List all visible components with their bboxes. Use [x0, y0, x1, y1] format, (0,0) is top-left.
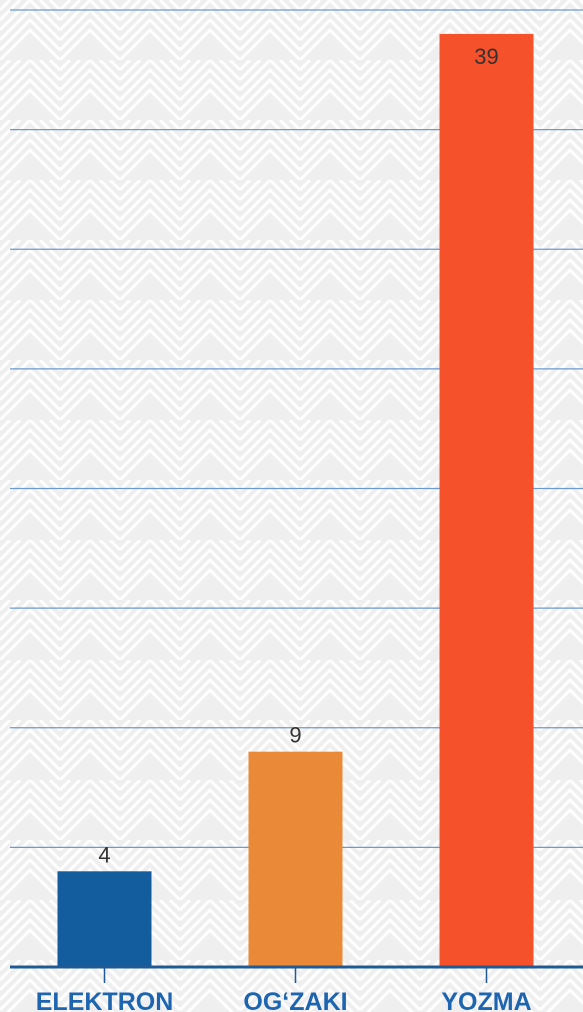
labels: 4 ELEKTRON 9 OG‘ZAKI 39 YOZMA	[36, 44, 532, 1012]
x-axis	[10, 965, 583, 983]
bars	[57, 33, 534, 968]
data-label: 39	[474, 44, 498, 69]
x-tick-label: ELEKTRON	[36, 988, 174, 1012]
bar	[57, 871, 152, 967]
bar	[439, 33, 534, 968]
data-label: 9	[289, 723, 301, 748]
bar	[248, 751, 343, 967]
x-tick-label: YOZMA	[441, 988, 531, 1012]
x-tick-label: OG‘ZAKI	[243, 988, 347, 1012]
data-label: 4	[98, 842, 110, 867]
